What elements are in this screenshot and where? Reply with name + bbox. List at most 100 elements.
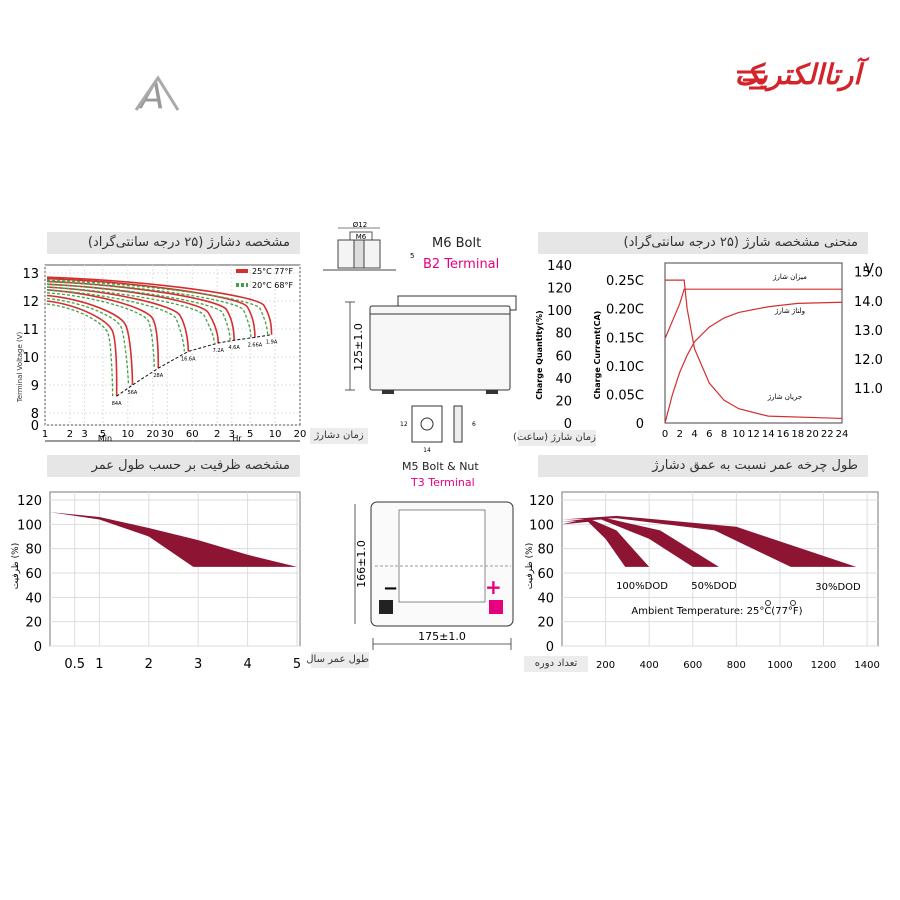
charge-ytick-mid: 0.10C [606,360,644,375]
charge-ytick-right: 14.0 [854,295,883,310]
charge-ytick-mid: 0 [636,417,644,432]
discharge-xtick: 1 [42,429,48,440]
series-label-quantity: میزان شارژ [772,273,807,281]
discharge-ylabel: Terminal Voltage (V) [16,331,24,403]
charge-ytick-left: 40 [555,372,572,387]
charge-xtick: 10 [732,429,745,440]
cycle-dod-band [562,517,719,567]
watermark-logo: A [128,70,188,120]
charge-ytick-mid: 0.25C [606,274,644,289]
discharge-xtick: 3 [229,429,235,440]
charge-ytick-right: 13.0 [854,324,883,339]
discharge-curve-25 [46,286,190,352]
discharge-curve-20 [46,279,269,335]
charge-xtick: 4 [691,429,697,440]
life-ylabel: ظرفیت (%) [11,543,21,589]
dim-height-side: 125±1.0 [352,323,365,371]
life-ytick: 80 [25,543,42,558]
dim-m6: M6 [356,233,367,241]
life-capacity-band [50,512,297,567]
dim-14: 14 [423,447,431,454]
life-ytick: 20 [25,616,42,631]
cycle-plot-frame [561,491,879,647]
charge-ylabel-mid: Charge Current(CA) [593,311,602,400]
life-title: مشخصه ظرفیت بر حسب طول عمر [47,455,300,477]
discharge-xtick: 5 [100,429,106,440]
cycle-xtick: 400 [640,660,659,671]
life-plot-frame [49,491,301,647]
discharge-current-label: 2.66A [248,342,263,348]
discharge-curve-25 [46,277,256,338]
life-x-tag: طول عمر سال [306,652,369,668]
discharge-current-label: 28A [153,373,163,379]
discharge-xtick: 60 [186,429,199,440]
dim-6: 6 [472,421,476,428]
cycle-x-tag: تعداد دوره [524,656,588,672]
dim-5: 5 [410,252,414,260]
discharge-xtick: 30 [161,429,174,440]
m5-bolt-label: M5 Bolt & Nut [402,460,479,473]
charge-title: منحنی مشخصه شارژ (۲۵ درجه سانتی‌گراد) [538,232,868,254]
dim-dia12: Ø12 [353,221,367,229]
discharge-xtick: 10 [121,429,134,440]
discharge-ytick: 8 [31,407,39,422]
charge-ylabel-left: Charge Quantity(%) [535,310,544,399]
life-ytick: 40 [25,591,42,606]
life-ytick: 60 [25,567,42,582]
battery-top-view: − + 166±1.0 175±1.0 [354,501,514,650]
band-label-100: 100%DOD [616,581,668,592]
charge-xtick: 12 [747,429,760,440]
positive-sign-icon: + [485,575,502,599]
discharge-curve-20 [46,297,130,386]
charge-unit-right: V [865,262,874,277]
discharge-curve-20 [46,286,215,344]
charge-xtick: 6 [706,429,712,440]
life-xtick: 0.5 [64,657,85,672]
life-xtick: 1 [95,657,103,672]
discharge-curve-25 [46,300,118,397]
marker-circle [790,600,796,606]
marker-circle [765,600,771,606]
cycle-ytick: 80 [537,543,554,558]
legend-20: 20°C 68°F [252,281,293,290]
discharge-ytick: 0 [31,419,39,434]
life-xtick: 5 [293,657,301,672]
discharge-current-label: 1.9A [266,340,278,346]
life-ytick: 0 [34,640,42,655]
discharge-current-label: 4.6A [228,345,240,351]
charge-chart: Charge Quantity(%) Charge Current(CA) V … [535,259,883,440]
life-chart: ظرفیت (%) 0 20 40 60 80 100 120 0.5 1 2 3 4 5 [11,491,301,672]
series-label-current: جریان شارژ [767,393,802,401]
discharge-current-label: 7.2A [213,348,225,354]
cycle-ytick: 120 [529,494,554,509]
charge-ytick-left: 100 [547,304,572,319]
discharge-xtick: 5 [247,429,253,440]
discharge-curve-20 [46,303,114,397]
charge-series-line [664,301,843,424]
watermark-icon: A [134,75,180,117]
life-xtick: 4 [243,657,251,672]
charge-series-line [665,279,843,420]
dim-height-top: 166±1.0 [355,540,368,588]
cycle-ytick: 100 [529,518,554,533]
discharge-xtick: 20 [294,429,307,440]
charge-series-line [664,288,842,339]
ambient-temperature: Ambient Temperature: 25°C(77°F) [631,606,802,617]
charge-ytick-left: 140 [547,259,572,274]
charge-ytick-left: 0 [564,417,572,432]
charge-x-tag: زمان شارژ (ساعت) [513,430,596,446]
discharge-ytick: 13 [22,267,39,282]
charge-xtick: 24 [836,429,849,440]
charge-ytick-mid: 0.15C [606,331,644,346]
life-xtick: 3 [194,657,202,672]
discharge-curve-20 [46,289,185,352]
discharge-xtick: 3 [81,429,87,440]
cycle-ytick: 40 [537,591,554,606]
discharge-title: مشخصه دشارژ (۲۵ درجه سانتی‌گراد) [47,232,300,254]
b2-terminal-label: B2 Terminal [423,257,500,272]
discharge-ytick: 10 [22,351,39,366]
cycle-xtick: 1000 [767,660,792,671]
cycle-ytick: 20 [537,616,554,631]
discharge-xtick: 10 [269,429,282,440]
